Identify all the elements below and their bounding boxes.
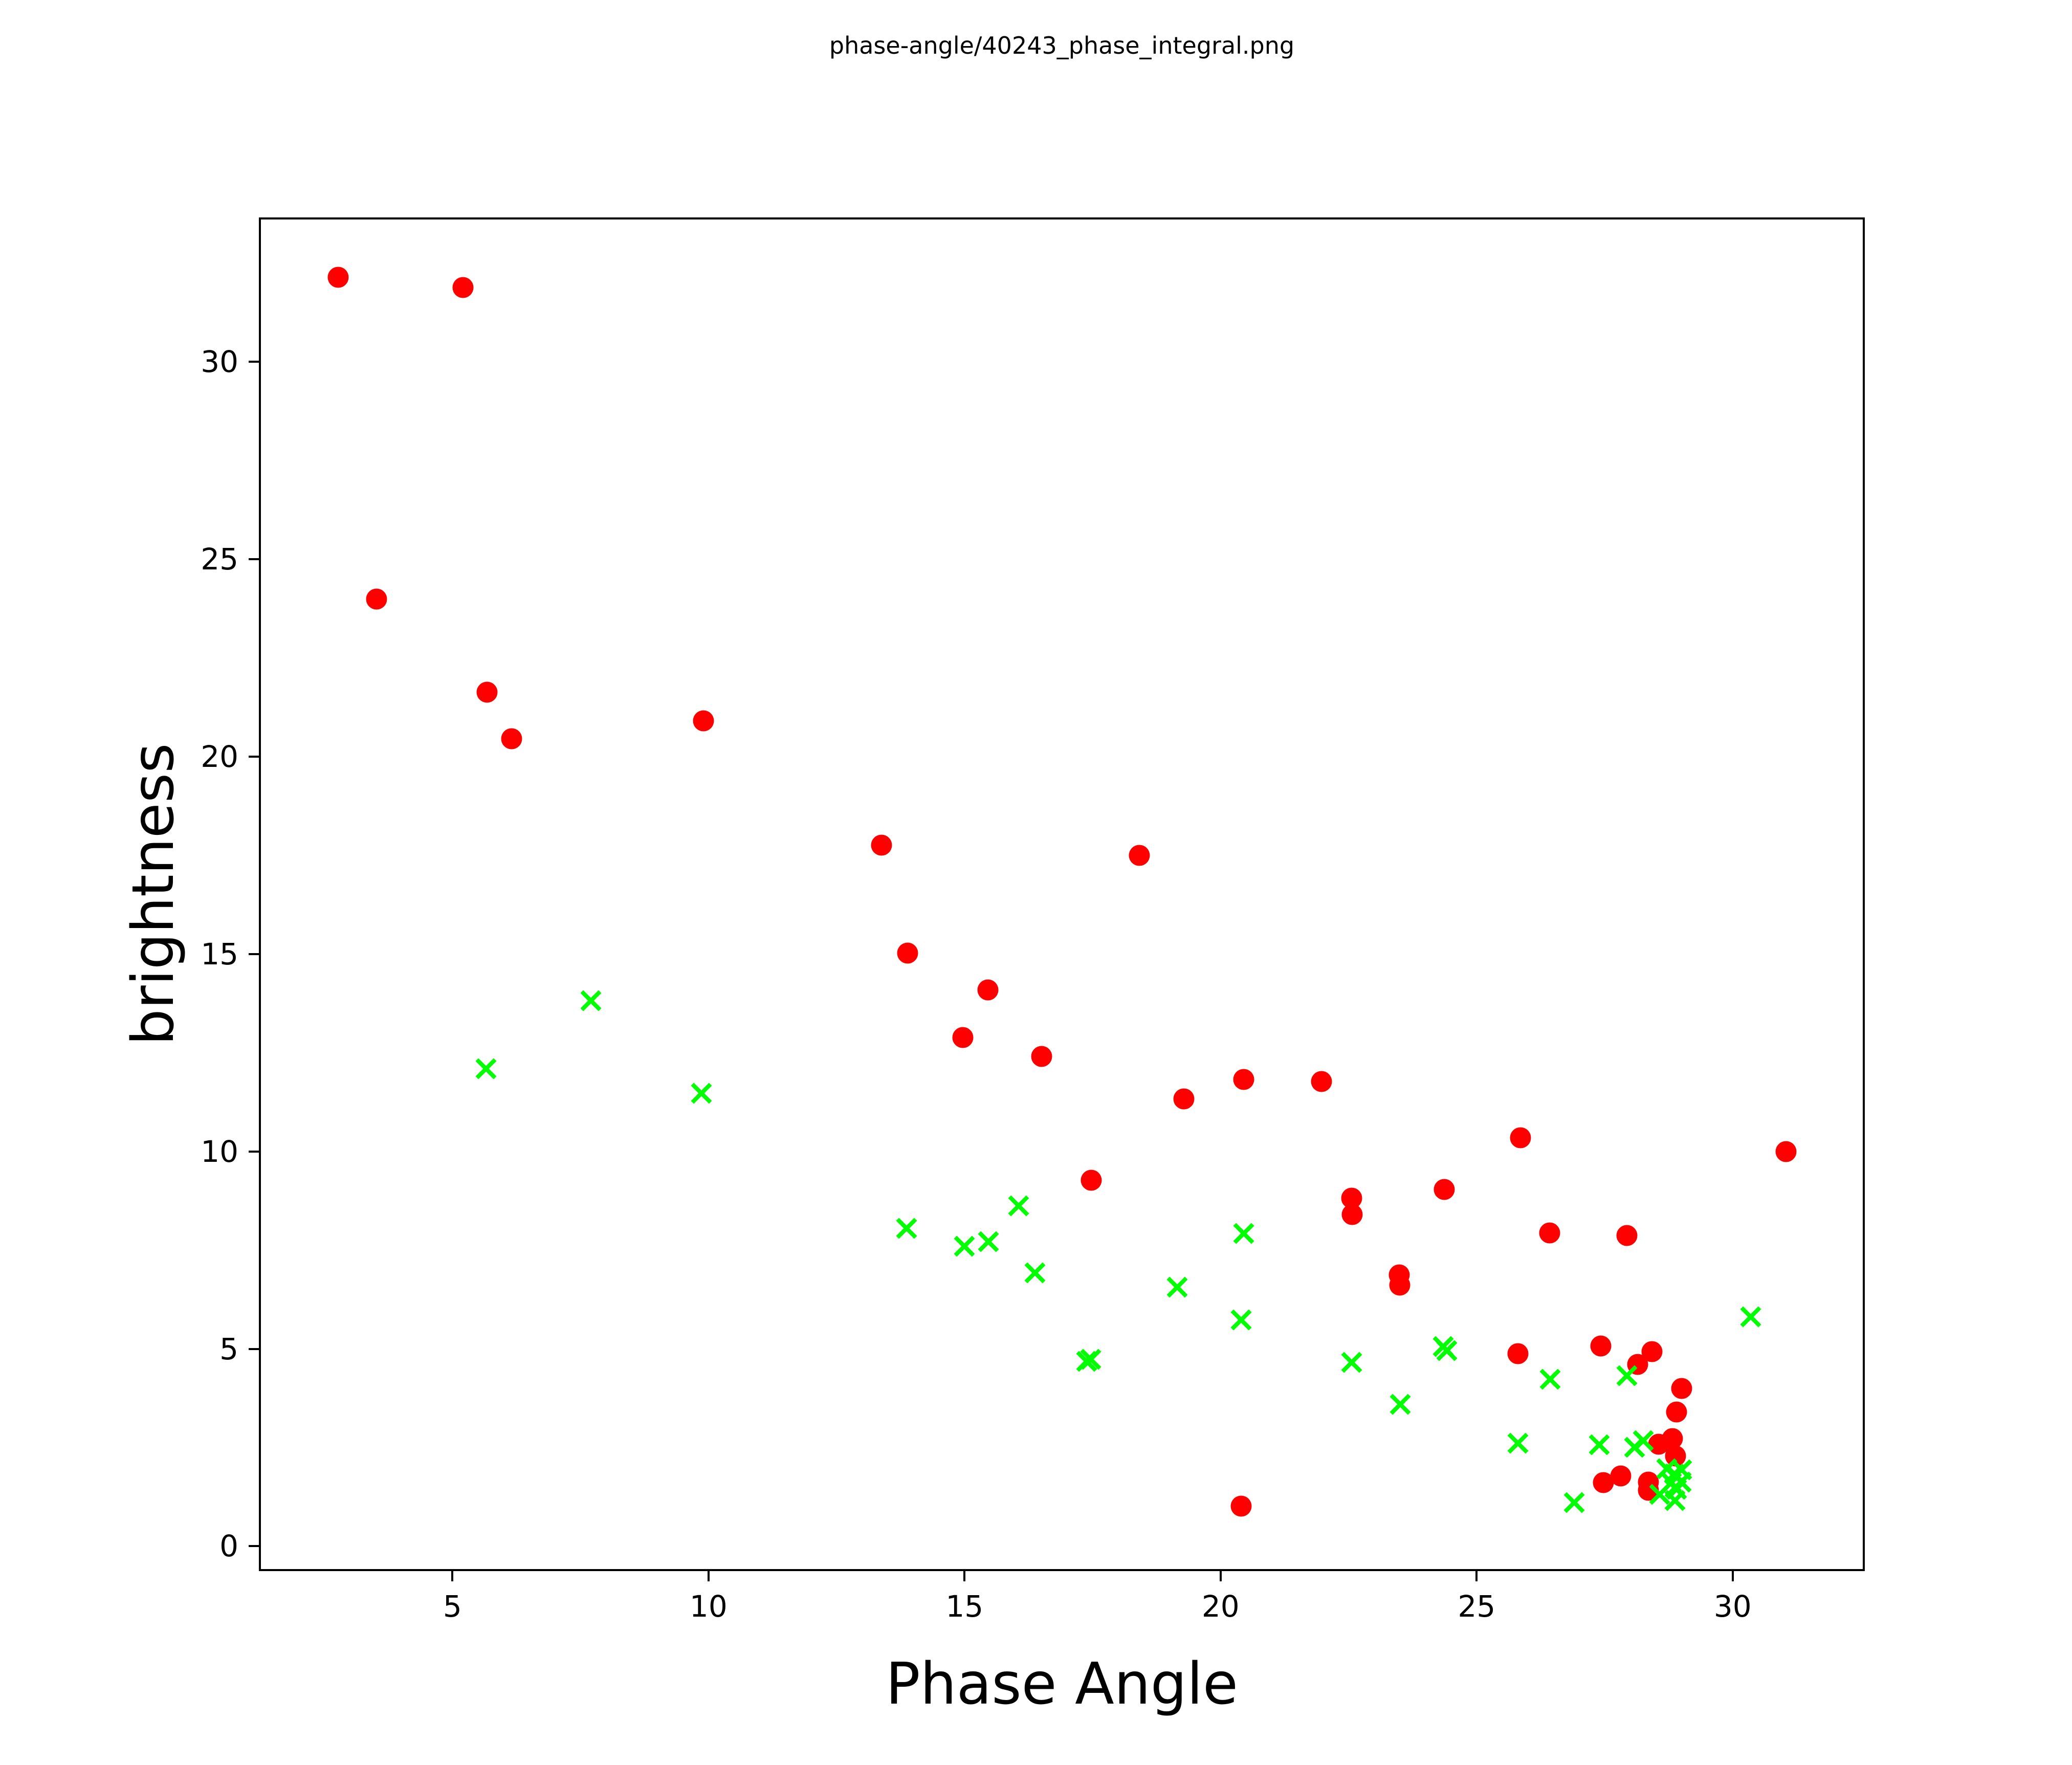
x-tick-mark <box>1731 1571 1734 1581</box>
scatter-point-red-circles <box>1031 1046 1052 1067</box>
scatter-point-green-crosses <box>581 991 601 1010</box>
scatter-point-green-crosses <box>955 1237 974 1256</box>
x-tick-label: 30 <box>1713 1589 1752 1624</box>
y-tick-mark <box>249 756 259 758</box>
scatter-point-green-crosses <box>1437 1341 1457 1360</box>
scatter-point-red-circles <box>1081 1170 1102 1191</box>
scatter-point-green-crosses <box>1231 1310 1251 1330</box>
y-tick-mark <box>249 1348 259 1350</box>
x-tick-label: 10 <box>689 1589 728 1624</box>
x-tick-label: 25 <box>1458 1589 1496 1624</box>
scatter-point-red-circles <box>1233 1069 1254 1090</box>
scatter-point-green-crosses <box>1391 1395 1410 1414</box>
scatter-point-green-crosses <box>1617 1366 1637 1385</box>
scatter-point-red-circles <box>452 277 474 298</box>
y-tick-label: 5 <box>219 1331 238 1366</box>
x-tick-label: 15 <box>945 1589 984 1624</box>
y-tick-mark <box>249 953 259 955</box>
scatter-point-green-crosses <box>1167 1277 1187 1297</box>
scatter-point-red-circles <box>1173 1088 1195 1110</box>
scatter-point-red-circles <box>1311 1071 1332 1092</box>
scatter-point-red-circles <box>1539 1222 1560 1244</box>
scatter-point-red-circles <box>1671 1378 1692 1399</box>
x-tick-mark <box>707 1571 710 1581</box>
y-tick-label: 10 <box>201 1134 238 1169</box>
scatter-point-red-circles <box>977 979 999 1001</box>
x-tick-label: 20 <box>1201 1589 1240 1624</box>
scatter-point-green-crosses <box>979 1232 998 1251</box>
scatter-point-red-circles <box>1593 1472 1614 1493</box>
x-tick-label: 5 <box>443 1589 462 1624</box>
scatter-point-green-crosses <box>1009 1196 1028 1216</box>
y-tick-label: 25 <box>201 542 238 577</box>
scatter-point-red-circles <box>1641 1341 1663 1362</box>
scatter-point-red-circles <box>327 267 349 288</box>
scatter-point-green-crosses <box>476 1059 496 1078</box>
scatter-point-red-circles <box>1775 1141 1797 1162</box>
scatter-point-green-crosses <box>1665 1491 1685 1510</box>
scatter-point-red-circles <box>1434 1179 1455 1200</box>
scatter-point-green-crosses <box>1342 1353 1361 1372</box>
y-tick-mark <box>249 558 259 561</box>
scatter-point-red-circles <box>1230 1495 1252 1517</box>
scatter-point-red-circles <box>871 834 892 856</box>
scatter-point-red-circles <box>1341 1204 1363 1225</box>
x-tick-mark <box>451 1571 454 1581</box>
scatter-point-red-circles <box>1129 845 1150 866</box>
y-tick-mark <box>249 1545 259 1548</box>
y-tick-mark <box>249 1150 259 1153</box>
scatter-point-red-circles <box>1389 1274 1410 1296</box>
scatter-point-red-circles <box>1616 1225 1638 1246</box>
scatter-point-red-circles <box>1507 1343 1529 1364</box>
scatter-point-green-crosses <box>692 1084 711 1103</box>
scatter-point-green-crosses <box>1508 1433 1528 1453</box>
scatter-point-red-circles <box>476 681 498 703</box>
scatter-point-red-circles <box>693 710 714 732</box>
scatter-point-red-circles <box>1590 1335 1611 1357</box>
x-tick-mark <box>963 1571 966 1581</box>
x-tick-mark <box>1219 1571 1222 1581</box>
y-tick-mark <box>249 361 259 363</box>
y-tick-label: 30 <box>201 344 238 380</box>
scatter-point-red-circles <box>1666 1401 1687 1423</box>
scatter-point-green-crosses <box>1634 1431 1653 1450</box>
scatter-point-red-circles <box>501 728 522 749</box>
y-tick-label: 0 <box>219 1529 238 1564</box>
scatter-point-green-crosses <box>1564 1493 1584 1512</box>
y-tick-label: 20 <box>201 739 238 775</box>
scatter-point-red-circles <box>366 588 387 610</box>
scatter-point-green-crosses <box>1025 1263 1045 1283</box>
figure-title: phase-angle/40243_phase_integral.png <box>829 32 1295 59</box>
scatter-point-green-crosses <box>1234 1224 1253 1243</box>
scatter-point-green-crosses <box>897 1219 916 1238</box>
scatter-point-green-crosses <box>1741 1307 1760 1327</box>
scatter-point-green-crosses <box>1081 1350 1100 1369</box>
y-axis-label: brightness <box>120 743 187 1046</box>
x-axis-label: Phase Angle <box>886 1651 1238 1717</box>
y-tick-label: 15 <box>201 936 238 972</box>
x-tick-mark <box>1475 1571 1478 1581</box>
scatter-point-red-circles <box>1510 1127 1531 1149</box>
scatter-point-green-crosses <box>1540 1370 1560 1389</box>
scatter-point-green-crosses <box>1590 1435 1609 1454</box>
scatter-point-red-circles <box>952 1027 974 1048</box>
scatter-point-red-circles <box>897 942 918 964</box>
